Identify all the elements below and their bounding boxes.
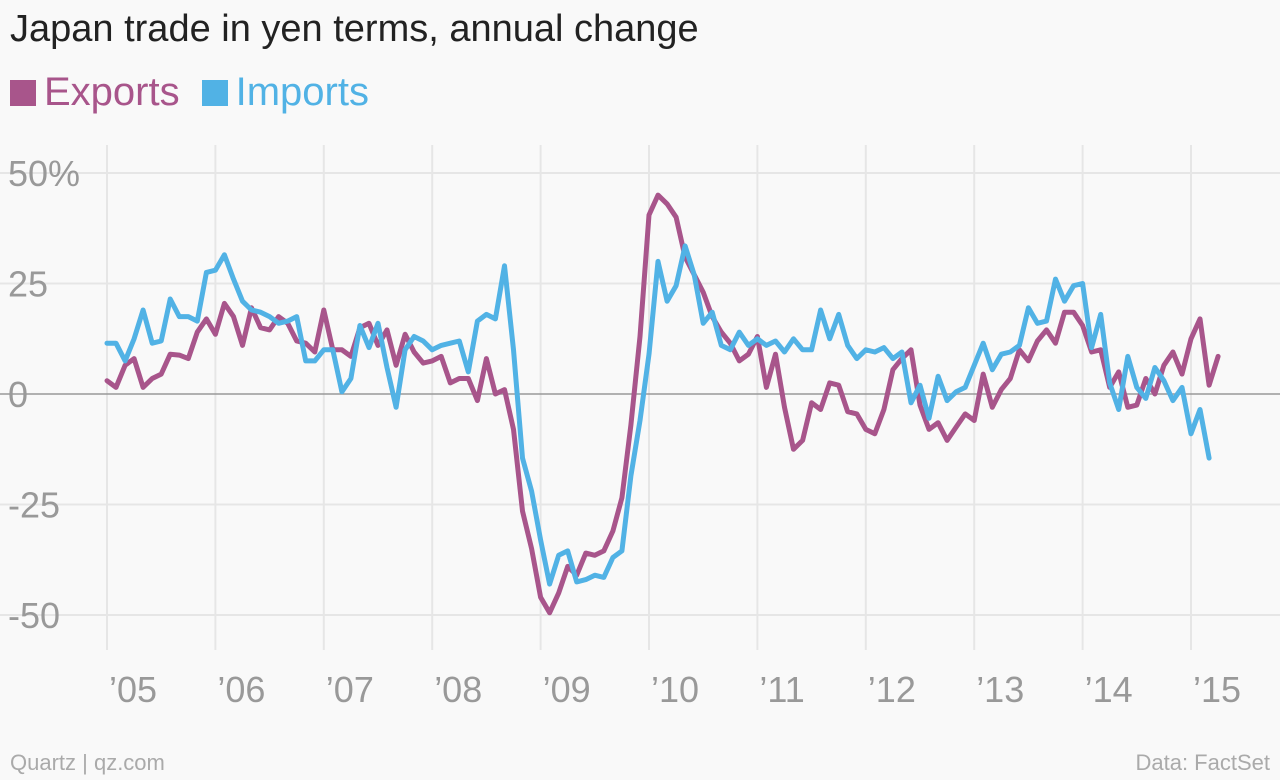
source-credit: Quartz | qz.com bbox=[10, 750, 165, 775]
data-source: Data: FactSet bbox=[1135, 750, 1270, 775]
series-line-exports bbox=[104, 192, 1221, 616]
x-tick-label: ’12 bbox=[868, 669, 916, 710]
x-tick-label: ’05 bbox=[109, 669, 157, 710]
y-grid bbox=[0, 172, 1280, 616]
legend-label-exports: Exports bbox=[44, 70, 180, 114]
y-tick-label: 50% bbox=[8, 153, 80, 194]
y-tick-label: -25 bbox=[8, 485, 60, 526]
y-axis-labels: 50% 25 0 -25 -50 bbox=[8, 153, 80, 636]
x-tick-label: ’06 bbox=[217, 669, 265, 710]
legend-item-exports: Exports bbox=[10, 70, 180, 115]
x-axis-labels: ’05 ’06 ’07 ’08 ’09 ’10 ’11 ’12 ’13 ’14 ’15 bbox=[109, 669, 1241, 710]
y-tick-label: -50 bbox=[8, 595, 60, 636]
x-tick-label: ’15 bbox=[1193, 669, 1241, 710]
chart-title: Japan trade in yen terms, annual change bbox=[10, 8, 699, 50]
x-tick-label: ’11 bbox=[759, 669, 804, 710]
chart-legend: Exports Imports bbox=[10, 70, 391, 115]
x-tick-label: ’10 bbox=[651, 669, 699, 710]
x-tick-label: ’09 bbox=[543, 669, 591, 710]
series-lines bbox=[104, 192, 1221, 616]
legend-swatch-exports bbox=[10, 79, 36, 106]
legend-swatch-imports bbox=[201, 79, 228, 106]
legend-label-imports: Imports bbox=[235, 70, 369, 114]
x-tick-label: ’08 bbox=[434, 669, 482, 710]
legend-item-imports: Imports bbox=[201, 70, 369, 115]
x-tick-label: ’13 bbox=[976, 669, 1024, 710]
x-tick-label: ’07 bbox=[326, 669, 374, 710]
y-tick-label: 25 bbox=[8, 264, 48, 305]
x-tick-label: ’14 bbox=[1085, 669, 1133, 710]
y-tick-label: 0 bbox=[8, 374, 28, 415]
series-line-imports bbox=[104, 243, 1212, 587]
